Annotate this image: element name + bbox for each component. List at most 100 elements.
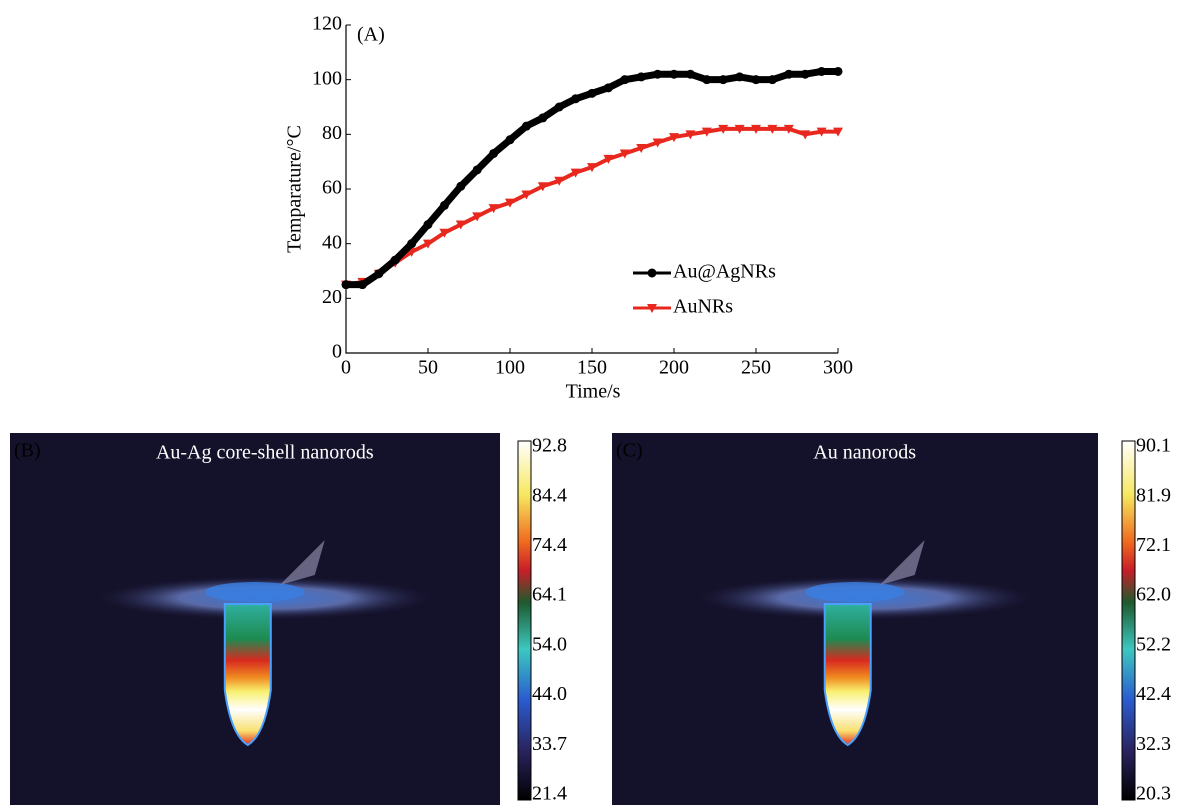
marker	[537, 182, 548, 192]
y-tick-label: 20	[322, 286, 342, 308]
marker	[341, 280, 351, 290]
vapor	[879, 540, 925, 585]
marker	[734, 124, 745, 134]
colorbar	[517, 440, 532, 801]
marker	[489, 148, 499, 158]
x-tick-label: 150	[577, 357, 607, 379]
colorbar-label: 90.1	[1136, 435, 1171, 457]
y-tick-label: 80	[322, 122, 342, 144]
marker	[505, 198, 515, 208]
vapor	[279, 540, 325, 585]
marker	[587, 88, 597, 98]
marker	[816, 127, 827, 137]
marker	[783, 124, 794, 134]
legend-label: AuNRs	[673, 296, 733, 318]
panel-label: (C)	[616, 440, 643, 462]
marker	[570, 168, 581, 178]
marker	[647, 268, 657, 278]
colorbar-label: 64.1	[532, 584, 567, 606]
panel-label: (A)	[357, 24, 385, 46]
colorbar-label: 20.3	[1136, 783, 1171, 805]
marker	[587, 163, 597, 173]
colorbar-label: 52.2	[1136, 633, 1171, 655]
colorbar-label: 32.3	[1136, 733, 1171, 755]
marker	[800, 130, 811, 140]
marker	[423, 220, 433, 230]
marker	[407, 239, 417, 249]
axis-line	[345, 25, 838, 354]
y-tick-label: 120	[312, 13, 342, 35]
marker	[603, 83, 613, 93]
colorbar-label: 42.4	[1136, 683, 1171, 705]
marker	[521, 121, 531, 131]
marker	[751, 124, 761, 134]
y-axis-label: Temparature/°C	[284, 125, 306, 253]
marker	[718, 124, 729, 134]
plate	[204, 582, 305, 602]
colorbar-label: 33.7	[532, 733, 567, 755]
marker	[455, 220, 466, 230]
marker	[554, 102, 564, 112]
thermal-panels: (B) Au-Ag core-shell nanorods 92.8 84.4 74.4…	[10, 433, 1171, 805]
marker	[767, 75, 777, 85]
marker	[784, 69, 794, 79]
marker	[439, 228, 450, 238]
x-tick-label: 300	[823, 357, 853, 379]
marker	[735, 72, 745, 82]
colorbar-label: 21.4	[532, 783, 567, 805]
marker	[357, 280, 367, 290]
marker	[554, 176, 565, 186]
marker	[439, 200, 449, 210]
colorbar-label: 54.0	[532, 633, 567, 655]
panel-title: Au nanorods	[813, 442, 916, 464]
marker	[423, 239, 433, 249]
marker	[800, 69, 810, 79]
x-tick-label: 50	[418, 357, 438, 379]
marker	[653, 69, 663, 79]
marker	[833, 127, 843, 137]
marker	[456, 181, 466, 191]
marker	[603, 154, 614, 164]
tube	[823, 603, 872, 747]
marker	[390, 255, 400, 265]
colorbar	[1121, 440, 1136, 801]
panel-title: Au-Ag core-shell nanorods	[156, 442, 374, 464]
colorbar-label: 62.0	[1136, 584, 1171, 606]
marker	[488, 204, 499, 214]
marker	[751, 75, 761, 85]
marker	[636, 72, 646, 82]
marker	[505, 135, 515, 145]
colorbar-label: 74.4	[532, 534, 567, 556]
marker	[647, 304, 657, 313]
marker	[718, 75, 728, 85]
marker	[685, 69, 695, 79]
colorbar-label: 44.0	[532, 683, 567, 705]
marker	[685, 130, 696, 140]
marker	[472, 165, 482, 175]
x-tick-label: 100	[495, 357, 525, 379]
marker	[472, 212, 483, 222]
marker	[669, 133, 679, 143]
y-tick-label: 60	[322, 177, 342, 199]
colorbar-label: 92.8	[532, 435, 567, 457]
y-tick-label: 0	[332, 341, 342, 363]
marker	[652, 138, 663, 148]
marker	[619, 149, 630, 159]
x-tick-label: 250	[741, 357, 771, 379]
marker	[833, 66, 843, 76]
x-tick-label: 0	[341, 357, 351, 379]
marker	[702, 75, 712, 85]
marker	[669, 69, 679, 79]
colorbar-label: 84.4	[532, 484, 567, 506]
marker	[767, 124, 778, 134]
tube	[223, 603, 272, 747]
line-chart: (A) Time/s Temparature/°C 0 50 100 150 200 25…	[284, 13, 853, 403]
x-tick-label: 200	[659, 357, 689, 379]
marker	[701, 127, 712, 137]
legend-label: Au@AgNRs	[673, 261, 776, 283]
marker	[538, 113, 548, 123]
marker	[817, 66, 827, 76]
colorbar-label: 81.9	[1136, 484, 1171, 506]
plate	[804, 582, 905, 602]
